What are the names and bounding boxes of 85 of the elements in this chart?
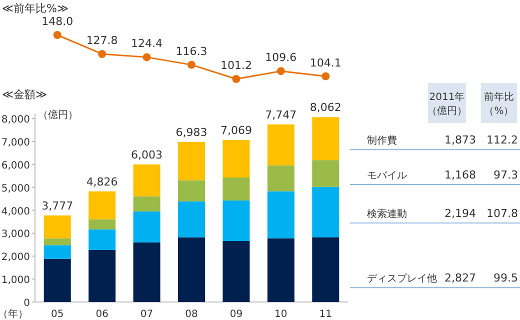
bar (267, 165, 294, 192)
text: 2,194 (444, 207, 476, 220)
chart-title: ≪金額≫ (2, 88, 48, 101)
total-label: 8,062 (310, 101, 342, 114)
bar (178, 237, 205, 302)
y-tick-label: 7,000 (1, 138, 30, 149)
data-label: 104.1 (310, 56, 342, 70)
bar (44, 258, 71, 302)
text: 112.2 (486, 134, 518, 147)
point (276, 67, 285, 76)
text: 1,168 (444, 168, 476, 182)
data-label: 148.0 (42, 15, 74, 28)
text: （億円） (427, 105, 467, 117)
bar (222, 200, 250, 242)
bar (88, 229, 116, 250)
data-label: 109.6 (265, 51, 297, 64)
x-axis-title: （年） (0, 308, 28, 320)
point (98, 50, 106, 58)
bar (312, 237, 340, 302)
bar (133, 164, 160, 196)
total-label: 6,003 (131, 148, 163, 162)
text: 107.8 (486, 207, 518, 220)
data-label: 127.8 (86, 34, 118, 47)
x-tick-label: 11 (319, 309, 332, 320)
point (142, 53, 151, 62)
bar (267, 238, 294, 302)
bar (178, 180, 205, 202)
text: 検索連動 (367, 208, 407, 220)
text: 前年比 (484, 91, 514, 103)
point (232, 75, 240, 83)
total-label: 3,777 (42, 199, 74, 212)
bar (222, 178, 250, 200)
chart-title: ≪前年比%≫ (2, 2, 68, 15)
bar (88, 250, 116, 302)
text: 1,873 (444, 134, 476, 147)
bar (312, 117, 340, 160)
point (188, 60, 196, 69)
bar (178, 201, 205, 238)
text: ディスプレイ他 (367, 272, 437, 285)
bar (88, 191, 116, 220)
y-tick-label: 4,000 (1, 206, 30, 218)
bar (178, 142, 205, 180)
x-tick-label: 06 (96, 309, 108, 320)
bar (133, 242, 160, 302)
bar (44, 215, 71, 238)
text: 2011年 (429, 91, 465, 103)
data-label: 101.2 (220, 59, 252, 72)
bar (267, 124, 294, 166)
text: 2,827 (444, 272, 476, 285)
bar (267, 191, 294, 238)
data-label: 124.4 (131, 37, 163, 50)
total-label: 7,747 (265, 108, 297, 122)
x-tick-label: 09 (230, 309, 243, 320)
x-tick-label: 10 (274, 309, 288, 320)
bar (44, 245, 71, 259)
text: モバイル (367, 170, 407, 182)
bar (88, 219, 116, 230)
total-label: 6,983 (176, 126, 208, 139)
bar (44, 238, 71, 246)
bar (133, 211, 160, 242)
y-tick-label: 0 (24, 298, 30, 309)
y-axis-title: （億円） (38, 109, 78, 121)
bar (133, 196, 160, 212)
y-tick-label: 8,000 (1, 114, 30, 126)
y-tick-label: 2,000 (1, 252, 30, 264)
bar (222, 140, 250, 178)
y-tick-label: 1,000 (1, 275, 30, 286)
x-tick-label: 07 (140, 309, 154, 320)
point (322, 72, 330, 80)
bar (312, 186, 340, 238)
total-label: 7,069 (220, 124, 252, 137)
data-label: 116.3 (176, 44, 208, 58)
x-tick-label: 05 (50, 309, 64, 320)
bar (312, 160, 340, 187)
text: （%） (484, 106, 514, 117)
total-label: 4,826 (86, 175, 118, 188)
text: 制作費 (367, 134, 397, 147)
point (53, 31, 62, 39)
text: 99.5 (494, 272, 518, 285)
text: 97.3 (494, 168, 518, 182)
x-tick-label: 08 (185, 309, 198, 320)
y-tick-label: 3,000 (1, 229, 30, 240)
y-tick-label: 5,000 (1, 183, 30, 194)
y-tick-label: 6,000 (1, 160, 30, 172)
bar (222, 241, 250, 302)
